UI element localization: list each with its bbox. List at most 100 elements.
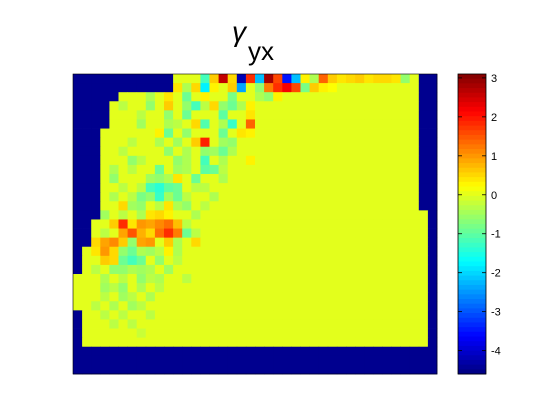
- heatmap-cell: [191, 146, 201, 157]
- heatmap-mask-cell: [427, 74, 438, 84]
- heatmap-cell: [264, 301, 274, 311]
- heatmap-cell: [136, 164, 147, 175]
- heatmap-cell: [109, 137, 119, 148]
- heatmap-cell: [300, 74, 310, 84]
- heatmap-mask-cell: [173, 355, 183, 366]
- heatmap-mask-cell: [82, 219, 92, 229]
- heatmap-cell: [173, 164, 183, 175]
- heatmap-cell: [355, 201, 365, 211]
- heatmap-mask-cell: [82, 174, 92, 184]
- heatmap-cell: [227, 183, 238, 193]
- heatmap-cell: [218, 319, 229, 329]
- heatmap-cell: [282, 128, 292, 139]
- heatmap-cell: [318, 164, 329, 175]
- heatmap-cell: [300, 110, 310, 120]
- heatmap-mask-cell: [346, 355, 356, 366]
- heatmap-cell: [236, 255, 247, 266]
- heatmap-mask-cell: [427, 146, 438, 157]
- heatmap-cell: [373, 92, 383, 102]
- heatmap-mask-cell: [355, 355, 365, 366]
- heatmap-cell: [391, 337, 401, 348]
- heatmap-cell: [127, 183, 138, 193]
- heatmap-cell: [355, 137, 365, 148]
- heatmap-mask-cell: [82, 137, 92, 148]
- heatmap-cell: [327, 328, 338, 339]
- heatmap-cell: [200, 183, 210, 193]
- heatmap-cell: [136, 319, 147, 329]
- heatmap-cell: [200, 83, 210, 93]
- heatmap-cell: [336, 301, 347, 311]
- heatmap-cell: [236, 283, 247, 293]
- heatmap-mask-cell: [164, 74, 174, 84]
- heatmap-cell: [309, 155, 320, 166]
- heatmap-cell: [127, 264, 138, 275]
- heatmap-mask-cell: [154, 83, 165, 93]
- heatmap-cell: [346, 274, 356, 284]
- heatmap-cell: [273, 310, 283, 320]
- heatmap-mask-cell: [73, 92, 83, 102]
- heatmap-cell: [118, 328, 128, 339]
- heatmap-cell: [382, 283, 392, 293]
- heatmap-mask-cell: [145, 355, 156, 366]
- heatmap-mask-cell: [73, 174, 83, 184]
- heatmap-cell: [391, 119, 401, 129]
- heatmap-cell: [191, 174, 201, 184]
- heatmap-cell: [346, 183, 356, 193]
- heatmap-cell: [191, 192, 201, 202]
- heatmap-cell: [191, 210, 201, 220]
- heatmap-cell: [273, 328, 283, 339]
- heatmap-cell: [336, 164, 347, 175]
- heatmap-cell: [336, 201, 347, 211]
- heatmap-cell: [245, 219, 256, 229]
- heatmap-cell: [164, 164, 174, 175]
- heatmap-cell: [182, 183, 192, 193]
- colorbar-segment: [458, 247, 486, 253]
- heatmap-cell: [327, 174, 338, 184]
- heatmap-cell: [164, 246, 174, 257]
- colorbar-segment: [458, 313, 486, 319]
- heatmap-mask-cell: [118, 83, 128, 93]
- heatmap-mask-cell: [418, 183, 429, 193]
- heatmap-mask-cell: [82, 183, 92, 193]
- heatmap-cell: [300, 128, 310, 139]
- heatmap-cell: [264, 110, 274, 120]
- heatmap-cell: [200, 192, 210, 202]
- heatmap-mask-cell: [82, 155, 92, 166]
- heatmap-cell: [218, 201, 229, 211]
- heatmap-cell: [273, 128, 283, 139]
- heatmap-cell: [382, 319, 392, 329]
- heatmap-cell: [255, 210, 265, 220]
- heatmap-cell: [200, 228, 210, 239]
- heatmap-cell: [382, 264, 392, 275]
- heatmap-cell: [145, 92, 156, 102]
- colorbar-segment: [458, 214, 486, 220]
- heatmap-cell: [318, 201, 329, 211]
- heatmap-cell: [336, 228, 347, 239]
- heatmap-cell: [327, 219, 338, 229]
- colorbar-segment: [458, 209, 486, 216]
- heatmap-cell: [309, 228, 320, 239]
- heatmap-cell: [327, 155, 338, 166]
- heatmap-mask-cell: [418, 83, 429, 93]
- heatmap-cell: [318, 246, 329, 257]
- heatmap-cell: [227, 328, 238, 339]
- heatmap-cell: [145, 183, 156, 193]
- colorbar-segment: [458, 299, 486, 305]
- heatmap-cell: [355, 246, 365, 257]
- heatmap-mask-cell: [191, 346, 201, 357]
- heatmap-cell: [264, 292, 274, 302]
- heatmap-cell: [164, 137, 174, 148]
- heatmap-cell: [154, 301, 165, 311]
- heatmap-cell: [418, 292, 429, 302]
- heatmap-mask-cell: [73, 164, 83, 175]
- heatmap-cell: [291, 128, 301, 139]
- heatmap-cell: [309, 174, 320, 184]
- heatmap-cell: [118, 237, 128, 248]
- heatmap-cell: [282, 219, 292, 229]
- heatmap-cell: [182, 192, 192, 202]
- heatmap-mask-cell: [327, 364, 338, 375]
- heatmap-cell: [255, 137, 265, 148]
- heatmap-cell: [400, 310, 411, 320]
- heatmap-cell: [154, 264, 165, 275]
- heatmap-mask-cell: [427, 264, 438, 275]
